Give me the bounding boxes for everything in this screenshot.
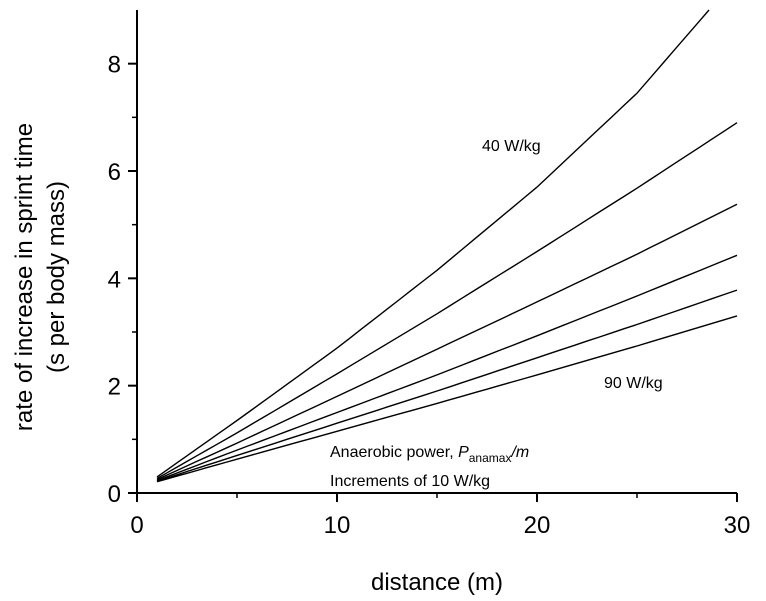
- y-tick-label-4: 8: [108, 52, 121, 79]
- annotation-power-prefix: Anaerobic power,: [330, 444, 458, 461]
- y-tick-label-2: 4: [108, 266, 121, 293]
- series-line-5: [156, 315, 738, 483]
- y-tick-label-3: 6: [108, 159, 121, 186]
- series-line-4: [156, 289, 738, 482]
- tick-marks: [128, 62, 738, 502]
- x-tick-label-2: 20: [524, 512, 551, 539]
- annotation-power-symbol: P: [458, 444, 469, 461]
- y-axis-title-line2: (s per body mass): [43, 181, 70, 373]
- y-tick-label-0: 0: [108, 481, 121, 508]
- y-axis-title-2: (s per body mass): [43, 181, 70, 373]
- annotation-power-subscript: anamax: [469, 451, 512, 465]
- plot-lines: [156, 9, 738, 483]
- series-line-0: [156, 9, 710, 478]
- x-tick-label-1: 10: [324, 512, 351, 539]
- annotation-increments: Increments of 10 W/kg: [330, 473, 490, 490]
- x-tick-label-3: 30: [724, 512, 751, 539]
- annotation-top-curve: 40 W/kg: [482, 138, 541, 155]
- series-line-2: [156, 203, 738, 481]
- y-axis-title: rate of increase in sprint time: [11, 123, 38, 431]
- y-tick-label-1: 2: [108, 374, 121, 401]
- x-axis-title: distance (m): [371, 569, 503, 596]
- y-axis-title-line1: rate of increase in sprint time: [11, 123, 38, 431]
- annotation-bottom-curve: 90 W/kg: [604, 375, 663, 392]
- x-tick-label-0: 0: [130, 512, 143, 539]
- series-line-3: [156, 254, 738, 482]
- annotation-power-suffix: /m: [510, 444, 529, 461]
- annotation-anaerobic-power: Anaerobic power, Panamax/m: [330, 444, 529, 465]
- series-line-1: [156, 122, 738, 480]
